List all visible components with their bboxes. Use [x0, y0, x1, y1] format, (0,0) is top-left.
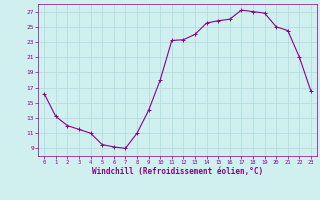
X-axis label: Windchill (Refroidissement éolien,°C): Windchill (Refroidissement éolien,°C) [92, 167, 263, 176]
